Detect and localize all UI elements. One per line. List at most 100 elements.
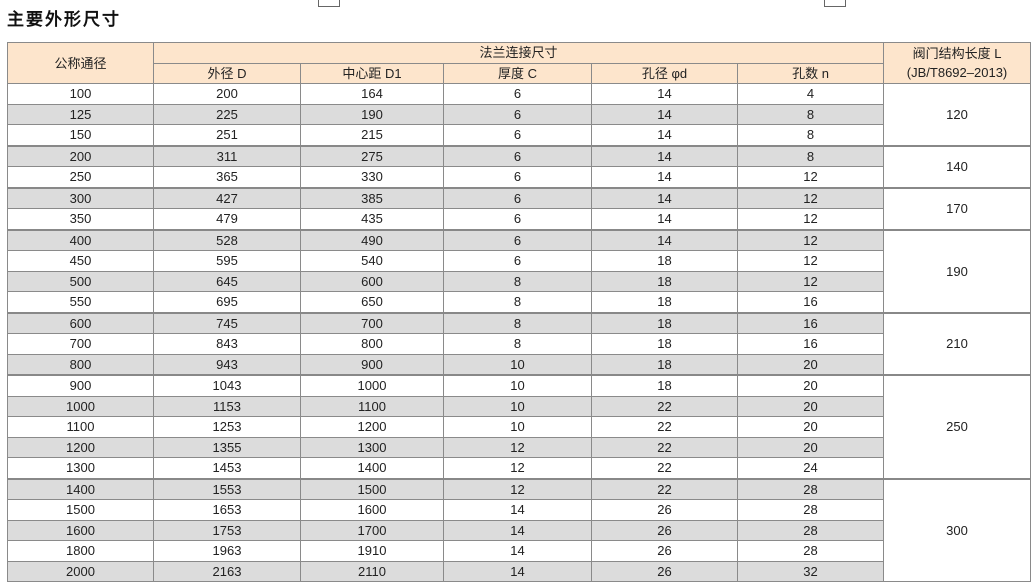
cell-outer-diameter: 2163 — [153, 560, 301, 582]
table-row: 450 595 540 6 18 12 — [7, 250, 1031, 272]
cell-thickness: 10 — [443, 353, 592, 376]
cell-outer-diameter: 1153 — [153, 395, 301, 417]
table-row: 1400 1553 1500 12 22 28 300 — [7, 477, 1032, 582]
header-nominal-diameter: 公称通径 — [7, 42, 154, 84]
cell-outer-diameter: 311 — [153, 144, 301, 167]
cell-nominal-diameter: 350 — [7, 208, 154, 230]
cell-hole-diameter: 14 — [591, 83, 738, 105]
cell-outer-diameter: 943 — [153, 353, 301, 376]
cell-hole-count: 4 — [736, 83, 885, 105]
cell-center-distance: 800 — [300, 333, 444, 355]
cell-hole-diameter: 14 — [591, 124, 738, 146]
cell-outer-diameter: 1753 — [153, 519, 301, 541]
cell-thickness: 12 — [443, 436, 592, 458]
cell-hole-count: 32 — [736, 560, 885, 582]
cell-outer-diameter: 200 — [153, 83, 301, 105]
cell-center-distance: 1910 — [300, 540, 444, 562]
cell-center-distance: 1300 — [300, 436, 444, 458]
cell-hole-count: 28 — [736, 540, 885, 562]
table-row: 2000 2163 2110 14 26 32 — [7, 560, 1031, 582]
cell-hole-count: 12 — [736, 186, 885, 209]
table-row: 550 695 650 8 18 16 — [7, 291, 1031, 313]
table-row: 1600 1753 1700 14 26 28 — [7, 519, 1031, 541]
cell-thickness: 6 — [443, 166, 592, 188]
cell-nominal-diameter: 1500 — [7, 499, 154, 521]
cell-structure-length: 170 — [883, 186, 1032, 230]
cell-outer-diameter: 1043 — [153, 374, 301, 397]
cell-outer-diameter: 1355 — [153, 436, 301, 458]
cell-outer-diameter: 225 — [153, 103, 301, 125]
cell-hole-diameter: 18 — [591, 270, 738, 292]
cell-structure-length: 300 — [883, 477, 1032, 582]
cell-center-distance: 1400 — [300, 457, 444, 479]
cell-nominal-diameter: 1200 — [7, 436, 154, 458]
cell-outer-diameter: 479 — [153, 208, 301, 230]
table-row: 900 1043 1000 10 18 20 250 — [7, 374, 1032, 479]
cell-center-distance: 435 — [300, 208, 444, 230]
header-flange-dimensions: 法兰连接尺寸 — [152, 42, 885, 64]
cell-thickness: 10 — [443, 416, 592, 438]
cell-hole-diameter: 18 — [591, 353, 738, 376]
cell-outer-diameter: 1453 — [153, 457, 301, 479]
header-center-distance: 中心距 D1 — [300, 62, 444, 84]
cell-thickness: 10 — [443, 395, 592, 417]
table-row: 1000 1153 1100 10 22 20 — [7, 395, 1031, 417]
cell-hole-count: 20 — [736, 395, 885, 417]
cell-thickness: 6 — [443, 186, 592, 209]
cell-nominal-diameter: 150 — [7, 124, 154, 146]
table-row: 1800 1963 1910 14 26 28 — [7, 540, 1031, 562]
cell-nominal-diameter: 1000 — [7, 395, 154, 417]
header-structure-length-standard: (JB/T8692–2013) — [906, 65, 1008, 80]
cell-thickness: 14 — [443, 519, 592, 541]
table-row: 1300 1453 1400 12 22 24 — [7, 457, 1031, 479]
cell-hole-diameter: 14 — [591, 186, 738, 209]
cell-hole-diameter: 14 — [591, 208, 738, 230]
cell-center-distance: 215 — [300, 124, 444, 146]
cell-outer-diameter: 695 — [153, 291, 301, 313]
cell-structure-length: 250 — [883, 374, 1032, 479]
cell-center-distance: 1600 — [300, 499, 444, 521]
cell-thickness: 14 — [443, 540, 592, 562]
cell-outer-diameter: 1253 — [153, 416, 301, 438]
cell-nominal-diameter: 1800 — [7, 540, 154, 562]
cell-nominal-diameter: 100 — [7, 83, 154, 105]
cell-hole-diameter: 18 — [591, 374, 738, 397]
cell-thickness: 12 — [443, 477, 592, 500]
cell-hole-diameter: 26 — [591, 499, 738, 521]
cell-thickness: 8 — [443, 333, 592, 355]
cell-hole-count: 20 — [736, 436, 885, 458]
cell-nominal-diameter: 1400 — [7, 477, 154, 500]
cell-outer-diameter: 1553 — [153, 477, 301, 500]
cell-hole-count: 12 — [736, 166, 885, 188]
cell-thickness: 14 — [443, 560, 592, 582]
cell-outer-diameter: 595 — [153, 250, 301, 272]
cell-hole-count: 8 — [736, 124, 885, 146]
cell-center-distance: 1100 — [300, 395, 444, 417]
cell-center-distance: 385 — [300, 186, 444, 209]
cell-thickness: 6 — [443, 144, 592, 167]
cell-nominal-diameter: 1300 — [7, 457, 154, 479]
table-row: 350 479 435 6 14 12 — [7, 208, 1031, 230]
cell-center-distance: 1500 — [300, 477, 444, 500]
cell-hole-count: 12 — [736, 208, 885, 230]
table-row: 125 225 190 6 14 8 — [7, 103, 1031, 125]
cell-structure-length: 210 — [883, 311, 1032, 376]
dimensions-table: 公称通径 法兰连接尺寸 阀门结构长度 L (JB/T8692–2013) 外径 … — [7, 42, 1032, 582]
cell-outer-diameter: 1963 — [153, 540, 301, 562]
cell-center-distance: 1200 — [300, 416, 444, 438]
cell-hole-count: 16 — [736, 311, 885, 334]
header-structure-length: 阀门结构长度 L (JB/T8692–2013) — [883, 42, 1032, 84]
cell-thickness: 6 — [443, 208, 592, 230]
cell-thickness: 10 — [443, 374, 592, 397]
header-structure-length-label: 阀门结构长度 L — [912, 46, 1002, 61]
cell-structure-length: 120 — [883, 83, 1032, 146]
cell-hole-count: 8 — [736, 144, 885, 167]
cell-hole-count: 20 — [736, 416, 885, 438]
cell-outer-diameter: 843 — [153, 333, 301, 355]
cell-nominal-diameter: 900 — [7, 374, 154, 397]
header-thickness: 厚度 C — [443, 62, 592, 84]
cell-nominal-diameter: 200 — [7, 144, 154, 167]
cell-hole-diameter: 22 — [591, 457, 738, 479]
table-row: 400 528 490 6 14 12 190 — [7, 228, 1032, 313]
table-row: 500 645 600 8 18 12 — [7, 270, 1031, 292]
